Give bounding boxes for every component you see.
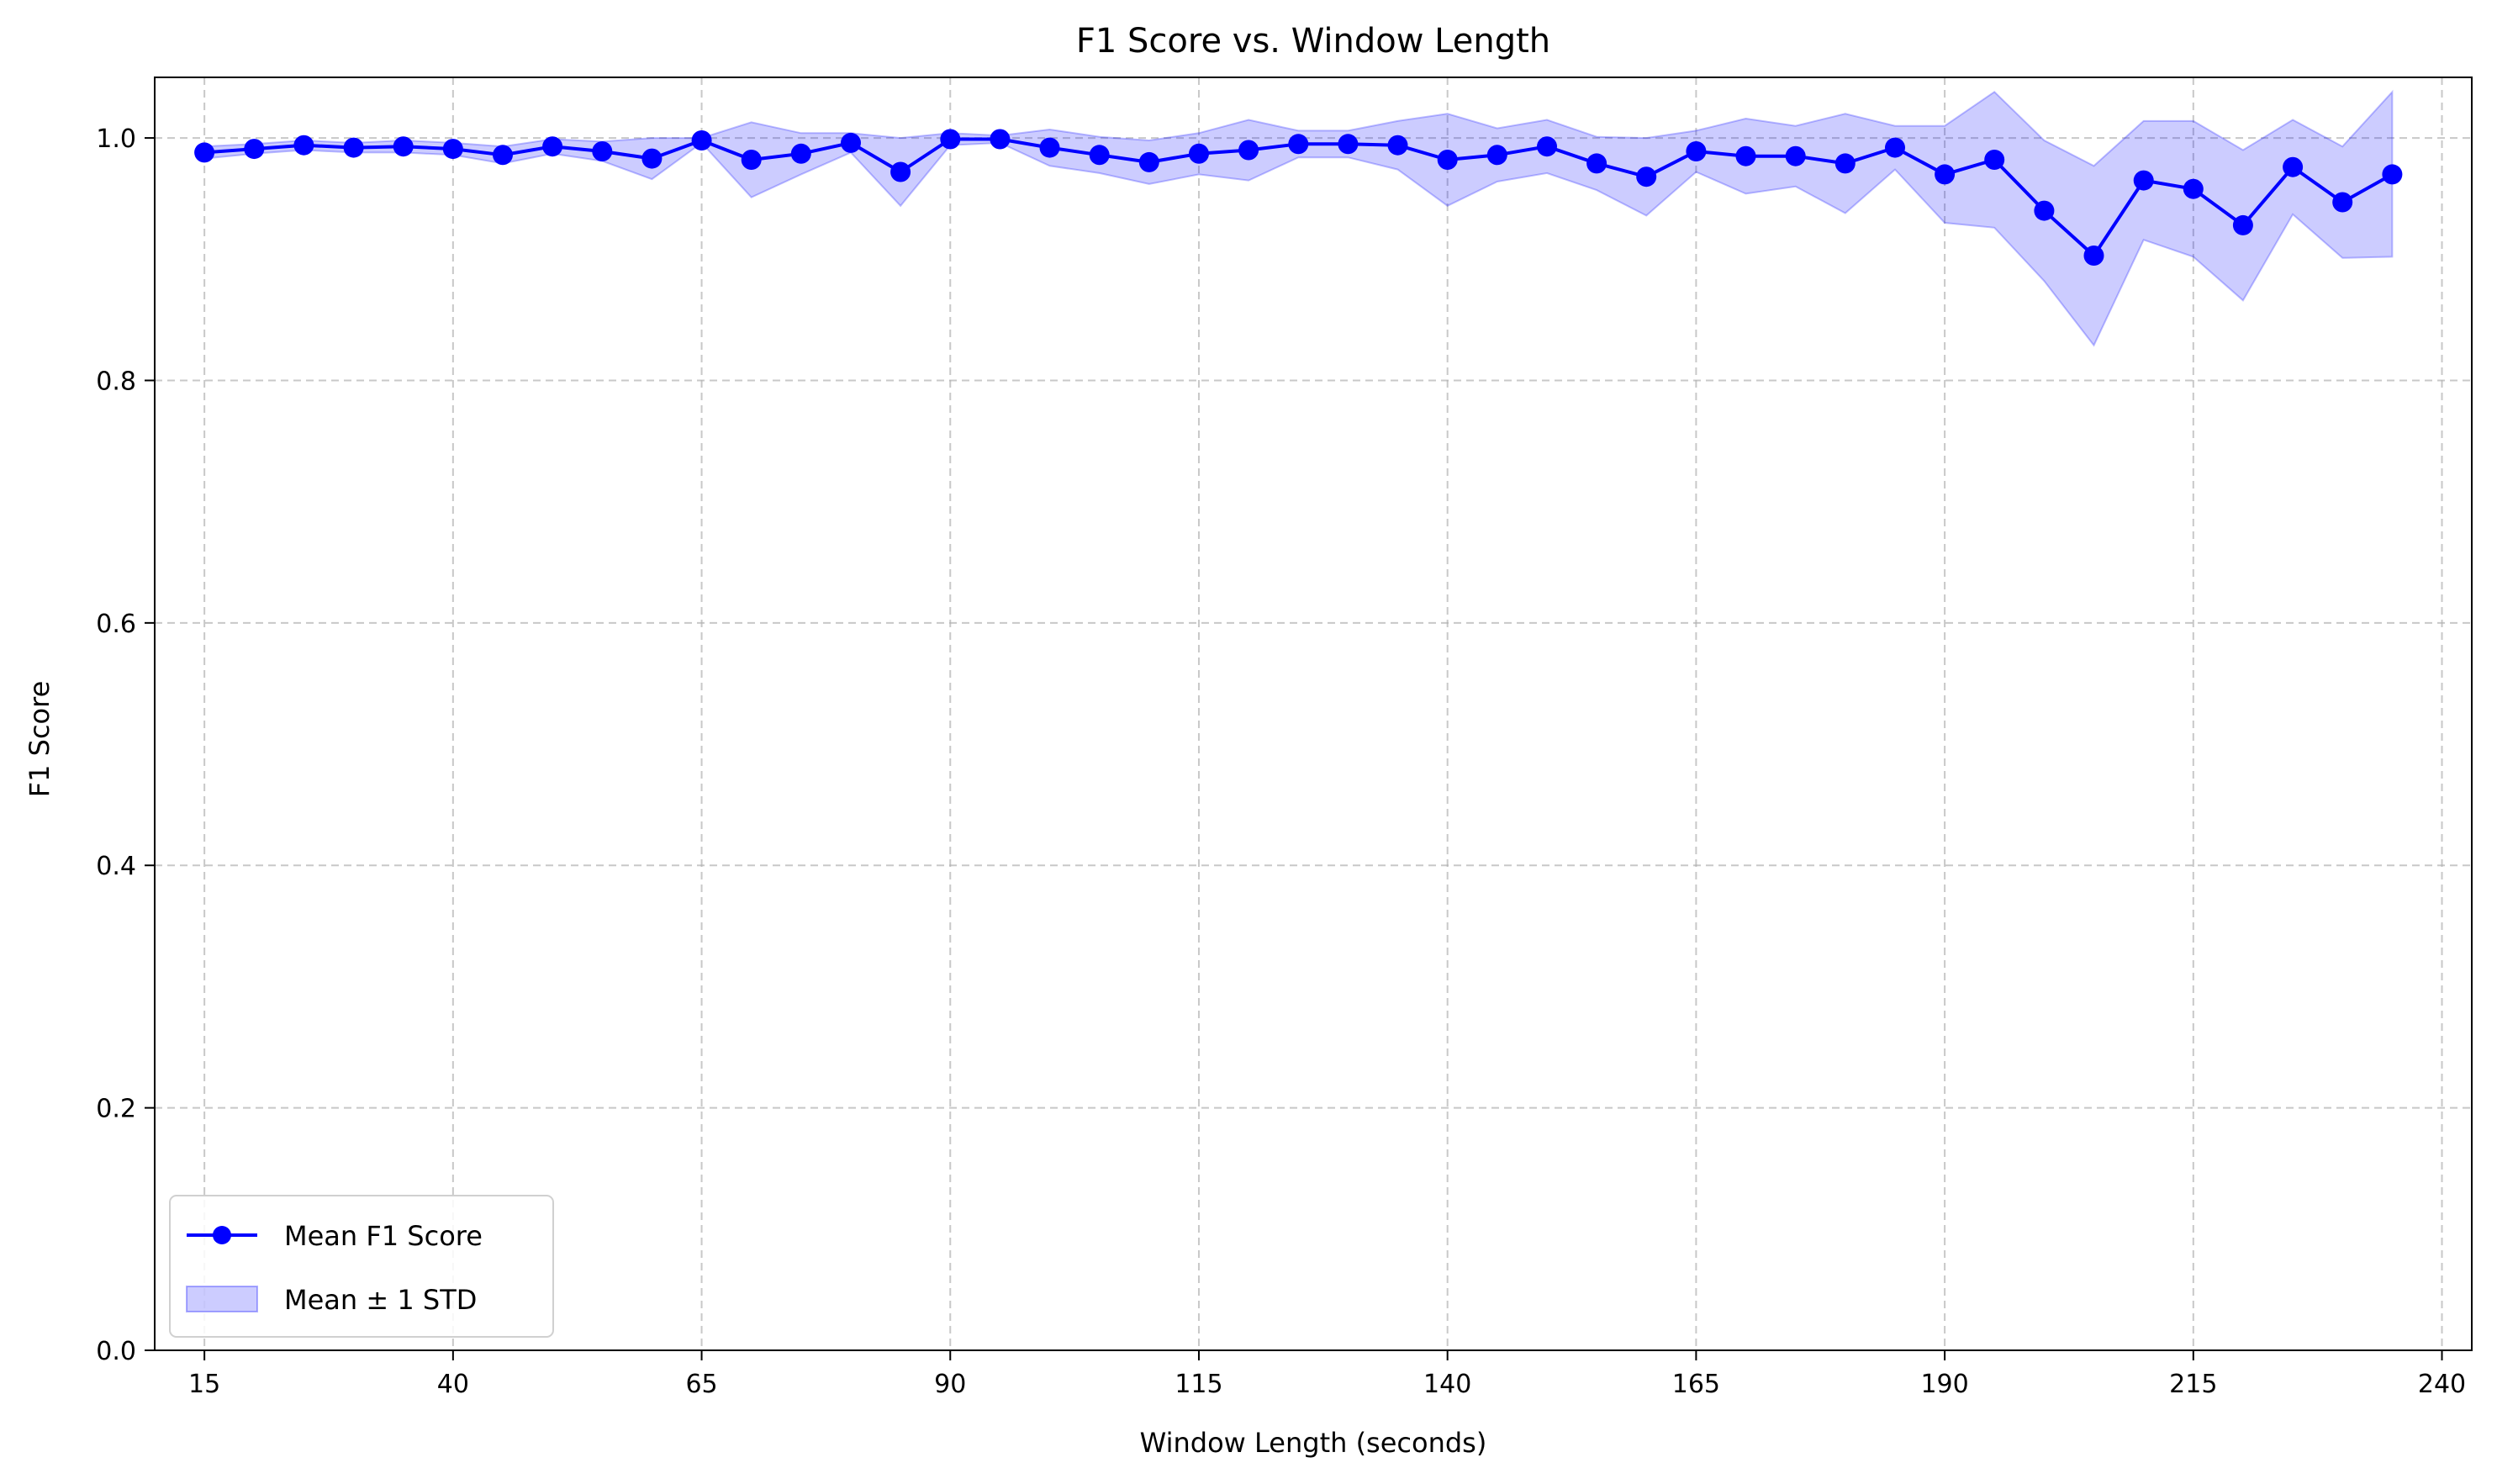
x-tick-label: 190 [1920,1370,1968,1399]
mean-f1-point [442,139,463,160]
mean-f1-point [1785,145,1806,166]
y-tick-label: 1.0 [96,124,136,154]
x-tick-label: 165 [1672,1370,1720,1399]
legend-label-std: Mean ± 1 STD [284,1284,477,1316]
y-tick-label: 0.0 [96,1337,136,1366]
x-tick-label: 140 [1423,1370,1471,1399]
x-tick-label: 240 [2418,1370,2466,1399]
mean-f1-point [1885,137,1905,158]
mean-f1-point [1039,137,1060,158]
mean-f1-point [493,145,513,166]
mean-f1-point [990,129,1011,150]
legend-box [169,1195,554,1338]
y-tick-label: 0.2 [96,1095,136,1124]
mean-f1-point [2332,192,2353,213]
mean-f1-point [244,139,265,160]
mean-f1-point [2183,178,2204,199]
mean-f1-point [890,161,911,182]
mean-f1-point [343,137,364,158]
x-tick-label: 115 [1175,1370,1222,1399]
mean-f1-point [293,135,314,156]
x-tick-label: 40 [437,1370,469,1399]
mean-f1-point [1984,150,2005,170]
mean-f1-point [1338,134,1359,155]
y-axis-label: F1 Score [24,681,55,798]
mean-f1-point [393,136,414,157]
legend-label-mean: Mean F1 Score [284,1220,483,1252]
mean-f1-point [1437,150,1458,170]
legend-band-swatch [186,1286,258,1312]
x-tick-label: 90 [934,1370,966,1399]
mean-f1-point [1138,151,1159,172]
mean-point-layer [194,129,2403,266]
mean-f1-point [1586,153,1607,174]
mean-f1-point [1238,140,1259,161]
legend: Mean F1 Score Mean ± 1 STD [169,1195,554,1338]
mean-f1-point [1189,143,1209,164]
mean-f1-point [1537,136,1557,157]
mean-f1-point [2232,214,2253,235]
mean-f1-point [641,148,663,169]
mean-f1-point [2382,164,2403,185]
x-tick-label: 65 [685,1370,717,1399]
mean-f1-point [841,132,861,153]
x-tick-label: 215 [2169,1370,2217,1399]
mean-f1-point [1834,153,1856,174]
mean-f1-point [542,136,563,157]
chart-title: F1 Score vs. Window Length [1076,22,1550,61]
mean-f1-point [1089,145,1110,166]
y-axis-ticks: 0.0 0.2 0.4 0.6 0.8 1.0 [96,124,155,1366]
y-tick-label: 0.8 [96,367,136,396]
mean-f1-point [790,143,811,164]
mean-f1-point [1686,141,1707,161]
mean-f1-point [1735,145,1756,166]
legend-marker-swatch [213,1226,231,1244]
plot-area-frame [154,77,2473,1351]
mean-f1-point [691,130,712,151]
mean-f1-point [1935,164,1956,185]
mean-f1-point [741,150,762,170]
y-tick-label: 0.6 [96,610,136,639]
mean-f1-point [2034,200,2055,221]
mean-f1-point [1486,145,1507,166]
mean-f1-point [1636,166,1657,187]
mean-f1-point [1288,134,1309,155]
mean-f1-point [2083,246,2104,266]
mean-f1-point [592,141,613,161]
x-axis-label: Window Length (seconds) [1140,1427,1487,1459]
mean-f1-point [2133,170,2154,191]
mean-f1-point [194,142,215,163]
y-tick-label: 0.4 [96,852,136,881]
mean-f1-point [940,129,961,150]
x-axis-ticks: 15 40 65 90 115 140 165 190 215 240 [188,1350,2466,1399]
mean-f1-point [2283,156,2304,177]
x-tick-label: 15 [188,1370,220,1399]
mean-f1-point [1387,135,1408,156]
